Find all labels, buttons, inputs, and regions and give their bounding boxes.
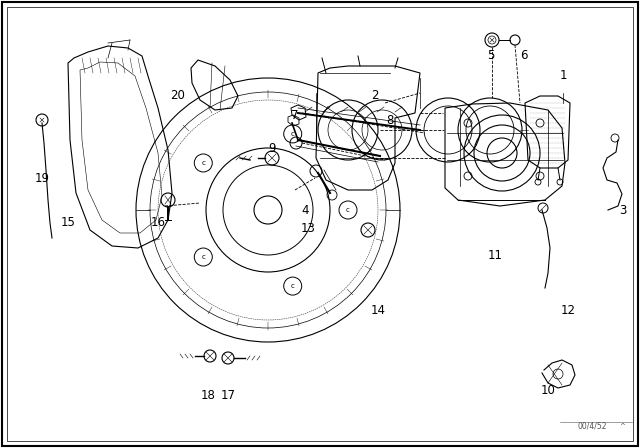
Text: 17: 17 <box>221 388 236 401</box>
Text: 5: 5 <box>487 48 495 61</box>
Text: c: c <box>202 254 205 260</box>
Text: 4: 4 <box>301 203 308 216</box>
Text: 19: 19 <box>35 172 49 185</box>
Text: c: c <box>291 283 294 289</box>
Text: 7: 7 <box>291 108 299 121</box>
FancyBboxPatch shape <box>7 7 633 441</box>
Text: 8: 8 <box>387 113 394 126</box>
Text: ^: ^ <box>619 423 625 429</box>
Text: 14: 14 <box>371 303 385 316</box>
Text: 2: 2 <box>371 89 379 102</box>
Text: 1: 1 <box>559 69 567 82</box>
Text: 9: 9 <box>268 142 276 155</box>
Text: c: c <box>346 207 350 213</box>
Text: 15: 15 <box>61 215 76 228</box>
Text: 11: 11 <box>488 249 502 262</box>
Text: 00/4/52: 00/4/52 <box>577 422 607 431</box>
Text: c: c <box>291 131 294 137</box>
Text: 16: 16 <box>150 215 166 228</box>
Text: c: c <box>202 160 205 166</box>
Text: 18: 18 <box>200 388 216 401</box>
Text: 20: 20 <box>171 89 186 102</box>
Text: 12: 12 <box>561 303 575 316</box>
Text: 6: 6 <box>520 48 528 61</box>
Text: 3: 3 <box>620 203 627 216</box>
Text: 10: 10 <box>541 383 556 396</box>
Text: 13: 13 <box>301 221 316 234</box>
